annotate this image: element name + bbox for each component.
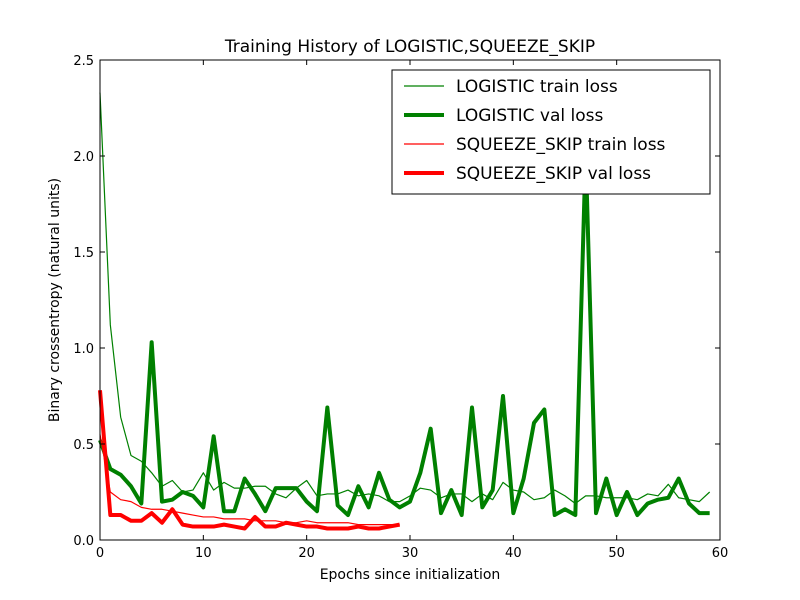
y-tick-label: 2.0 xyxy=(73,150,94,165)
y-tick-label: 1.5 xyxy=(73,246,94,261)
y-axis-ticks: 0.0 0.5 1.0 1.5 2.0 2.5 xyxy=(73,54,720,549)
y-tick-label: 0.5 xyxy=(73,438,94,453)
x-tick-label: 60 xyxy=(712,546,729,561)
y-axis-label: Binary crossentropy (natural units) xyxy=(47,178,63,422)
chart-title: Training History of LOGISTIC,SQUEEZE_SKI… xyxy=(224,37,595,57)
plot-area xyxy=(98,92,711,531)
legend-label: LOGISTIC val loss xyxy=(456,106,603,126)
y-tick-label: 0.0 xyxy=(73,534,94,549)
series-line-logistic-val-loss xyxy=(98,150,710,518)
x-tick-label: 50 xyxy=(608,546,625,561)
y-tick-label: 1.0 xyxy=(73,342,94,357)
legend-label: SQUEEZE_SKIP train loss xyxy=(456,135,666,155)
legend-label: LOGISTIC train loss xyxy=(456,77,618,97)
legend: LOGISTIC train loss LOGISTIC val loss SQUE… xyxy=(391,69,711,195)
x-tick-label: 10 xyxy=(195,546,212,561)
x-tick-label: 20 xyxy=(298,546,315,561)
legend-box xyxy=(391,69,711,195)
x-axis-ticks: 0 10 20 30 40 50 60 xyxy=(96,60,728,561)
x-tick-label: 30 xyxy=(402,546,419,561)
y-tick-label: 2.5 xyxy=(73,54,94,69)
series-line-logistic-train-loss xyxy=(99,92,711,505)
legend-label: SQUEEZE_SKIP val loss xyxy=(456,164,651,184)
series-line-squeeze-skip-val-loss xyxy=(98,390,401,531)
x-tick-label: 0 xyxy=(96,546,104,561)
x-axis-label: Epochs since initialization xyxy=(320,567,501,583)
x-tick-label: 40 xyxy=(505,546,522,561)
